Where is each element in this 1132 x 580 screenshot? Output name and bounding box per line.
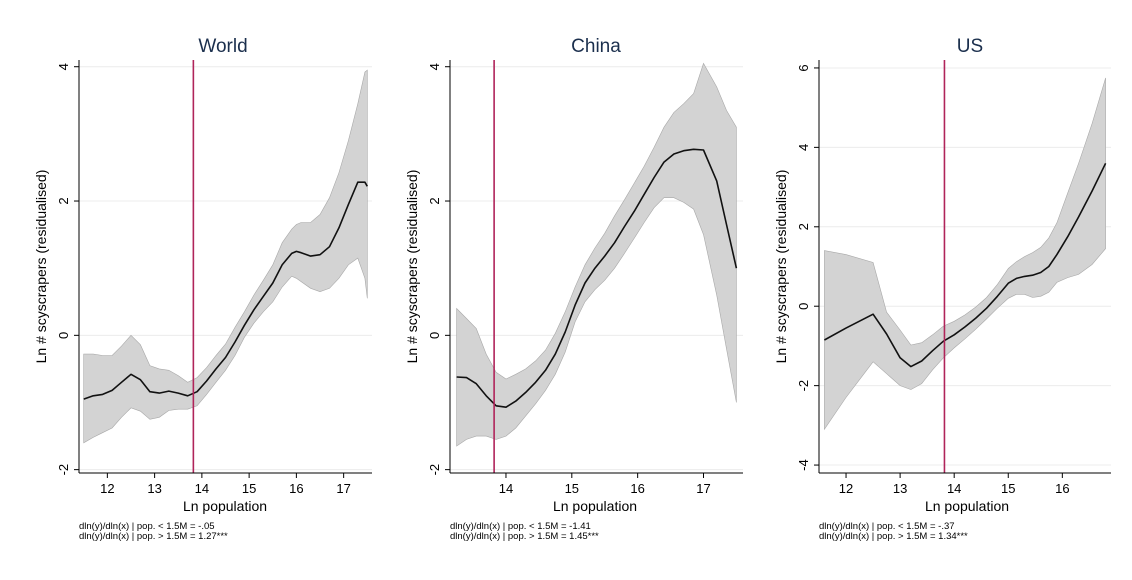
x-axis-label: Ln population bbox=[925, 498, 1009, 514]
x-axis-label: Ln population bbox=[183, 498, 267, 514]
chart-title: World bbox=[198, 36, 247, 57]
y-tick-label: -4 bbox=[796, 459, 811, 471]
x-tick-label: 13 bbox=[893, 481, 907, 496]
fitted-line bbox=[83, 181, 368, 400]
x-tick-label: 14 bbox=[195, 481, 209, 496]
x-tick-label: 15 bbox=[565, 481, 579, 496]
y-tick-label: 0 bbox=[427, 332, 442, 339]
y-tick-label: 2 bbox=[427, 197, 442, 204]
confidence-band bbox=[824, 77, 1106, 431]
y-tick-label: 2 bbox=[796, 223, 811, 230]
y-axis-label: Ln # scyscrapers (residualised) bbox=[773, 170, 789, 364]
x-tick-label: 14 bbox=[947, 481, 961, 496]
y-tick-label: 6 bbox=[796, 64, 811, 71]
x-tick-label: 12 bbox=[100, 481, 114, 496]
y-axis-label: Ln # scyscrapers (residualised) bbox=[404, 170, 420, 364]
elasticity-note: dln(y)/dln(x) | pop. < 1.5M = -.37 bbox=[819, 521, 955, 532]
x-tick-label: 12 bbox=[839, 481, 853, 496]
confidence-band bbox=[83, 69, 368, 444]
fitted-line bbox=[824, 162, 1107, 368]
x-tick-label: 15 bbox=[242, 481, 256, 496]
x-tick-label: 15 bbox=[1001, 481, 1015, 496]
x-tick-label: 16 bbox=[1055, 481, 1069, 496]
y-tick-label: 0 bbox=[56, 332, 71, 339]
x-tick-label: 14 bbox=[499, 481, 513, 496]
x-tick-label: 16 bbox=[630, 481, 644, 496]
y-tick-label: -2 bbox=[56, 464, 71, 476]
chart-panel-0: -2 0 2 4 12 13 14 15 16 17 World Ln population Ln # … bbox=[33, 36, 372, 542]
confidence-band bbox=[456, 62, 737, 447]
y-axis-label: Ln # scyscrapers (residualised) bbox=[33, 170, 49, 364]
y-tick-label: 0 bbox=[796, 303, 811, 310]
elasticity-note: dln(y)/dln(x) | pop. > 1.5M = 1.45*** bbox=[450, 531, 599, 542]
chart-title: US bbox=[957, 36, 983, 57]
chart-title: China bbox=[571, 36, 621, 57]
y-tick-label: 4 bbox=[56, 63, 71, 70]
x-tick-label: 13 bbox=[147, 481, 161, 496]
chart-panel-1: -2 0 2 4 14 15 16 17 China Ln population Ln # scys… bbox=[404, 36, 743, 542]
chart-panel-2: -4 -2 0 2 4 6 12 13 14 15 16 US Ln population Ln # sc… bbox=[773, 36, 1111, 542]
x-tick-label: 17 bbox=[696, 481, 710, 496]
x-tick-label: 17 bbox=[336, 481, 350, 496]
elasticity-note: dln(y)/dln(x) | pop. < 1.5M = -1.41 bbox=[450, 521, 591, 532]
y-tick-label: -2 bbox=[796, 380, 811, 392]
y-tick-label: 2 bbox=[56, 197, 71, 204]
elasticity-note: dln(y)/dln(x) | pop. < 1.5M = -.05 bbox=[79, 521, 215, 532]
fitted-line bbox=[456, 148, 738, 409]
elasticity-note: dln(y)/dln(x) | pop. > 1.5M = 1.27*** bbox=[79, 531, 228, 542]
y-tick-label: 4 bbox=[796, 144, 811, 151]
x-axis-label: Ln population bbox=[553, 498, 637, 514]
y-tick-label: -2 bbox=[427, 464, 442, 476]
y-tick-label: 4 bbox=[427, 63, 442, 70]
x-tick-label: 16 bbox=[289, 481, 303, 496]
elasticity-note: dln(y)/dln(x) | pop. > 1.5M = 1.34*** bbox=[819, 531, 968, 542]
